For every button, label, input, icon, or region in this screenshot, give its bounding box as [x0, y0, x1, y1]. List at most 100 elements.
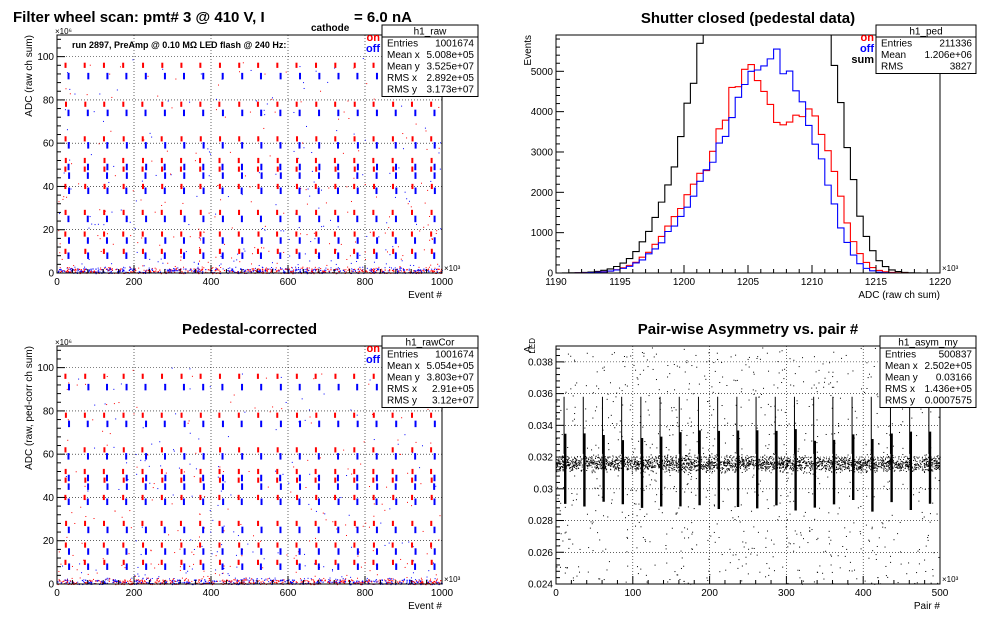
- on-cluster: [391, 136, 394, 142]
- scatter-point: [119, 580, 121, 582]
- off-cluster: [221, 420, 224, 428]
- off-cluster: [375, 498, 378, 506]
- scatter-point: [76, 569, 78, 571]
- scatter-point: [293, 150, 295, 152]
- off-cluster: [163, 526, 166, 534]
- off-cluster: [164, 563, 167, 570]
- stats-row-label: RMS x: [387, 73, 417, 84]
- band-point: [623, 459, 625, 461]
- off-cluster: [375, 526, 378, 534]
- off-cluster: [414, 420, 417, 428]
- floor-point: [127, 580, 129, 582]
- scatter-point: [365, 581, 367, 583]
- on-cluster: [334, 62, 337, 68]
- floor-point: [236, 580, 238, 582]
- band-point: [611, 463, 613, 465]
- scatter-point: [207, 261, 209, 263]
- floor-point: [288, 582, 290, 584]
- band-point: [761, 466, 763, 468]
- floor-point: [358, 580, 360, 583]
- scatter-point: [340, 497, 342, 499]
- scatter-point: [283, 230, 285, 232]
- floor-point: [231, 580, 233, 582]
- on-cluster: [315, 136, 318, 142]
- scatter-point: [110, 130, 112, 132]
- x-tick-label: 1200: [673, 277, 696, 288]
- off-cluster: [67, 109, 70, 117]
- band-point: [732, 457, 734, 459]
- floor-point: [278, 270, 280, 272]
- band-point: [771, 464, 773, 466]
- scatter-point: [137, 573, 139, 575]
- floor-point: [260, 581, 262, 583]
- band-point: [597, 454, 599, 456]
- band-point: [926, 463, 928, 465]
- scatter-point: [148, 577, 150, 579]
- off-cluster: [241, 252, 244, 259]
- scatter-point: [244, 175, 246, 177]
- on-cluster: [295, 231, 298, 237]
- scatter-point: [197, 266, 199, 268]
- floor-point: [116, 268, 118, 270]
- on-cluster: [122, 231, 125, 237]
- band-point: [858, 462, 860, 464]
- floor-point: [58, 270, 60, 272]
- band-point: [723, 464, 725, 466]
- off-cluster: [279, 215, 282, 223]
- off-cluster: [125, 215, 128, 223]
- scatter-point: [245, 578, 247, 580]
- band-point: [614, 464, 616, 466]
- band-point: [837, 460, 839, 462]
- scatter-point: [179, 569, 181, 571]
- off-cluster: [375, 142, 378, 149]
- band-point: [810, 465, 812, 467]
- on-cluster: [64, 468, 67, 475]
- scatter-point: [292, 582, 294, 584]
- scatter-point: [380, 522, 382, 524]
- scatter-point: [168, 271, 170, 273]
- scatter-point: [75, 471, 77, 473]
- scatter-point: [335, 263, 337, 265]
- band-point: [562, 469, 564, 471]
- floor-point: [259, 271, 261, 273]
- floor-point: [186, 582, 188, 584]
- off-cluster: [145, 474, 148, 482]
- band-point: [893, 465, 895, 467]
- band-point: [637, 462, 639, 464]
- floor-point: [293, 579, 295, 581]
- band-point: [706, 458, 708, 460]
- band-point: [706, 469, 708, 471]
- band-point: [835, 462, 837, 464]
- band-point: [567, 460, 569, 462]
- off-cluster: [279, 187, 282, 195]
- band-point: [908, 463, 910, 465]
- data-points: [57, 58, 443, 275]
- floor-point: [199, 270, 201, 273]
- scatter-point: [199, 269, 201, 271]
- off-cluster: [87, 142, 90, 149]
- scatter-point: [142, 265, 144, 267]
- floor-point: [240, 579, 242, 581]
- band-point: [868, 461, 870, 463]
- on-cluster: [102, 542, 105, 548]
- off-cluster: [125, 483, 128, 490]
- on-cluster: [314, 373, 317, 379]
- band-point: [779, 460, 781, 462]
- band-point: [918, 465, 920, 467]
- floor-point: [304, 270, 306, 273]
- band-point: [927, 469, 929, 471]
- floor-point: [175, 268, 177, 270]
- scatter-point: [189, 565, 191, 567]
- band-point: [787, 462, 789, 464]
- off-cluster: [318, 72, 321, 80]
- floor-point: [339, 579, 341, 582]
- scatter-point: [198, 536, 200, 538]
- floor-point: [74, 271, 76, 273]
- scatter-point: [355, 526, 357, 528]
- floor-point: [360, 582, 362, 584]
- scatter-point: [58, 551, 60, 553]
- band-point: [572, 466, 574, 468]
- scatter-point: [81, 263, 83, 265]
- band-point: [656, 457, 658, 459]
